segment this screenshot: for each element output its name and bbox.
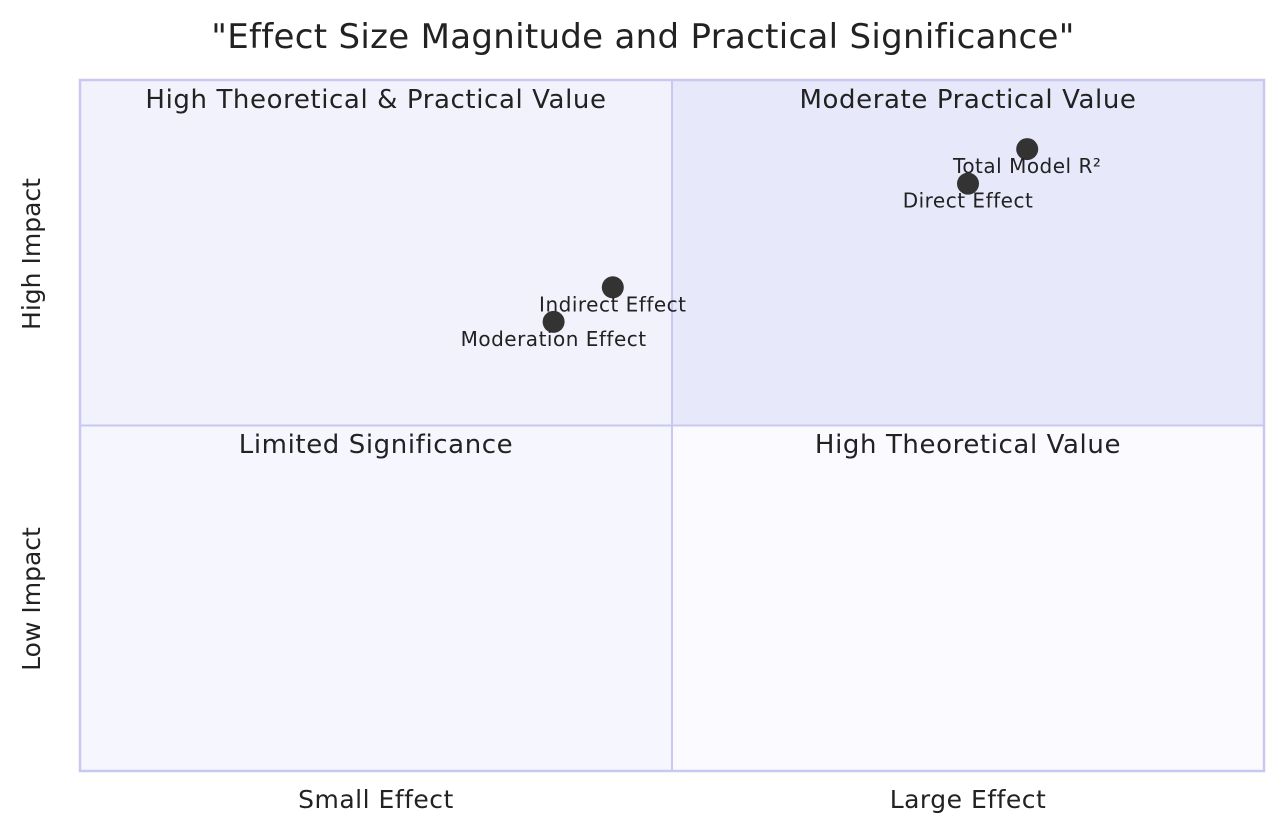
data-point-label: Indirect Effect [539, 292, 686, 316]
quadrant-top-left [80, 80, 672, 426]
data-point [1016, 138, 1039, 161]
quadrant-backgrounds [80, 80, 1264, 771]
quadrant-label-top-right: Moderate Practical Value [800, 85, 1137, 115]
chart-title: "Effect Size Magnitude and Practical Sig… [211, 17, 1074, 57]
quadrant-bottom-right [672, 425, 1264, 771]
quadrant-bottom-left [80, 425, 672, 771]
quadrant-label-bottom-left: Limited Significance [239, 430, 514, 460]
data-point [957, 172, 979, 195]
y-axis-top-label: High Impact [17, 178, 46, 330]
quadrant-top-right [672, 80, 1264, 426]
data-point-label: Direct Effect [903, 189, 1034, 213]
data-point-label: Moderation Effect [461, 327, 647, 351]
x-axis-right-label: Large Effect [890, 785, 1047, 814]
quadrant-label-bottom-right: High Theoretical Value [815, 430, 1121, 460]
data-points: Total Model R² Direct Effect Indirect Effe… [461, 138, 1101, 351]
y-axis-bottom-label: Low Impact [17, 527, 46, 671]
data-point [542, 310, 565, 333]
x-axis-left-label: Small Effect [298, 785, 454, 814]
quadrant-label-top-left: High Theoretical & Practical Value [145, 85, 606, 115]
data-point-label: Total Model R² [952, 154, 1101, 178]
data-point [601, 276, 624, 299]
